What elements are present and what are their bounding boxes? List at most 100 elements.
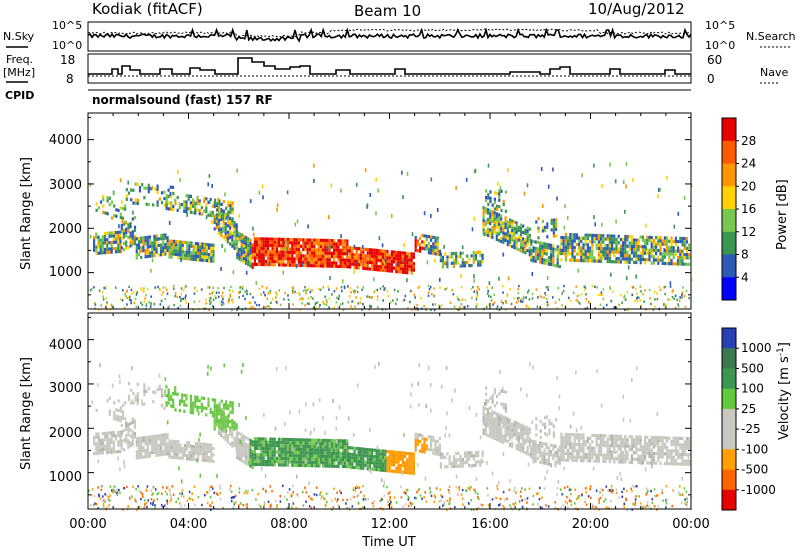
range-cell	[637, 441, 640, 445]
range-cell	[439, 255, 442, 260]
range-cell	[127, 223, 130, 227]
range-cell	[666, 252, 669, 256]
range-cell	[210, 256, 213, 260]
range-cell	[174, 292, 177, 295]
range-cell	[543, 245, 546, 249]
range-cell	[370, 305, 372, 308]
range-cell	[648, 258, 651, 262]
range-cell	[547, 446, 550, 450]
range-cell	[383, 288, 385, 291]
range-cell	[232, 496, 234, 499]
range-cell	[368, 267, 371, 271]
range-cell	[619, 254, 622, 258]
range-cell	[235, 423, 238, 427]
range-cell	[468, 454, 471, 458]
range-cell	[630, 444, 633, 448]
range-cell	[275, 244, 278, 248]
range-cell	[183, 209, 186, 213]
range-cell	[231, 441, 234, 445]
range-cell	[245, 245, 248, 249]
range-cell	[501, 284, 504, 288]
range-cell	[227, 200, 230, 204]
range-cell	[177, 456, 180, 460]
range-cell	[636, 297, 638, 300]
range-cell	[482, 428, 485, 432]
range-cell	[344, 245, 347, 249]
range-cell	[220, 227, 223, 231]
range-cell	[547, 246, 550, 250]
range-cell	[124, 401, 127, 405]
range-cell	[317, 251, 320, 255]
power-ytick: 3000	[49, 178, 82, 193]
power-ytick: 1000	[49, 265, 82, 280]
range-cell	[148, 254, 152, 258]
range-cell	[547, 462, 550, 466]
range-cell	[253, 250, 256, 254]
range-cell	[210, 253, 213, 257]
range-cell	[146, 448, 149, 452]
range-cell	[482, 409, 485, 413]
range-cell	[101, 248, 104, 252]
range-cell	[564, 439, 567, 443]
range-cell	[249, 199, 252, 204]
range-cell	[500, 230, 503, 234]
range-cell	[395, 457, 398, 461]
range-cell	[608, 453, 611, 457]
range-cell	[554, 301, 557, 304]
range-cell	[528, 250, 531, 254]
range-cell	[315, 461, 318, 465]
range-cell	[172, 252, 175, 256]
range-cell	[468, 464, 471, 468]
range-cell	[177, 170, 179, 175]
range-cell	[474, 168, 477, 173]
range-cell	[119, 409, 122, 413]
range-cell	[423, 440, 426, 444]
range-cell	[489, 425, 492, 429]
range-cell	[121, 299, 124, 302]
range-cell	[325, 298, 328, 302]
range-cell	[172, 192, 175, 196]
range-cell	[395, 466, 398, 470]
range-cell	[526, 236, 529, 240]
range-cell	[355, 253, 358, 257]
range-cell	[224, 214, 226, 219]
range-cell	[282, 441, 285, 445]
range-cell	[575, 285, 578, 288]
range-cell	[556, 451, 559, 455]
range-cell	[571, 452, 574, 456]
range-cell	[477, 263, 480, 267]
range-cell	[375, 448, 378, 452]
range-cell	[339, 303, 342, 306]
range-cell	[685, 446, 688, 450]
range-cell	[541, 457, 544, 461]
range-cell	[260, 262, 263, 267]
range-cell	[89, 234, 92, 239]
range-cell	[122, 232, 126, 236]
range-cell	[164, 242, 167, 247]
range-cell	[266, 297, 268, 300]
range-cell	[93, 451, 96, 456]
range-cell	[508, 244, 512, 248]
range-cell	[172, 449, 175, 453]
range-cell	[402, 299, 405, 302]
range-cell	[589, 449, 592, 453]
range-cell	[386, 449, 389, 454]
range-cell	[295, 451, 298, 455]
range-cell	[187, 197, 190, 201]
range-cell	[457, 261, 460, 265]
range-cell	[613, 247, 616, 251]
range-cell	[293, 244, 296, 248]
range-cell	[143, 383, 146, 387]
range-cell	[205, 206, 208, 210]
range-cell	[496, 204, 499, 208]
range-cell	[522, 446, 525, 451]
range-cell	[472, 251, 475, 255]
range-cell	[226, 237, 229, 241]
range-cell	[449, 497, 451, 500]
range-cell	[506, 417, 509, 421]
range-cell	[524, 428, 527, 432]
range-cell	[518, 296, 520, 300]
frequency-panel: 18 8 60 0	[60, 53, 722, 86]
range-cell	[322, 264, 325, 268]
range-cell	[401, 454, 404, 458]
